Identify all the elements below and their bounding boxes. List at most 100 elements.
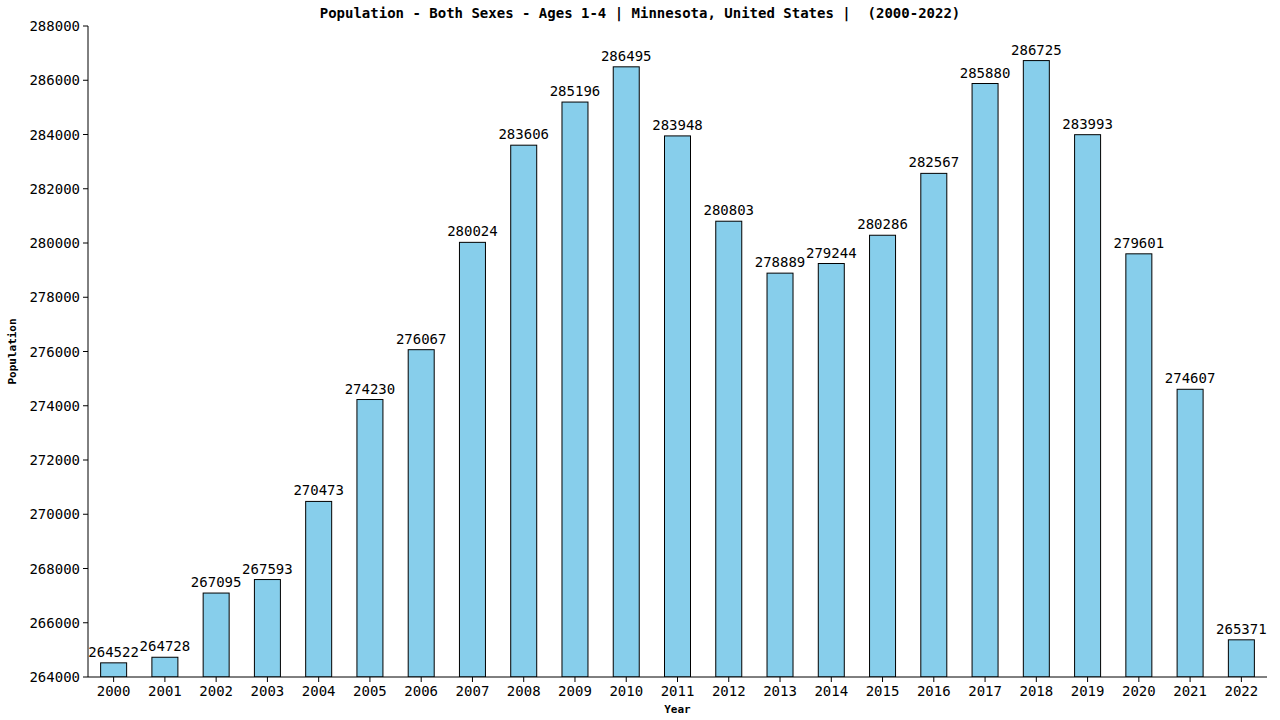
bar xyxy=(1023,61,1049,677)
x-tick xyxy=(933,677,934,682)
bar xyxy=(152,657,178,677)
data-label: 282567 xyxy=(909,154,960,170)
data-label: 285196 xyxy=(550,83,601,99)
x-tick-label: 2004 xyxy=(302,683,336,699)
y-tick-label: 274000 xyxy=(29,398,80,414)
title: Population - Both Sexes - Ages 1-4 | Min… xyxy=(320,5,961,22)
data-label: 270473 xyxy=(293,482,344,498)
data-label: 267095 xyxy=(191,574,242,590)
x-tick-label: 2015 xyxy=(866,683,900,699)
y-tick xyxy=(83,80,88,81)
x-tick xyxy=(574,677,575,682)
x-tick-label: 2011 xyxy=(661,683,695,699)
x-tick-label: 2000 xyxy=(97,683,131,699)
y-tick-label: 268000 xyxy=(29,561,80,577)
chart: Population - Both Sexes - Ages 1-4 | Min… xyxy=(0,0,1280,720)
x-tick xyxy=(985,677,986,682)
data-label: 283948 xyxy=(652,117,703,133)
x-tick-label: 2017 xyxy=(968,683,1002,699)
y-tick-label: 282000 xyxy=(29,181,80,197)
x-tick xyxy=(318,677,319,682)
x-tick xyxy=(677,677,678,682)
bar xyxy=(459,242,485,677)
y-tick xyxy=(83,351,88,352)
bar xyxy=(767,273,793,677)
chart-root: Population - Both Sexes - Ages 1-4 | Min… xyxy=(0,0,1280,720)
data-label: 280286 xyxy=(857,216,908,232)
x-tick xyxy=(728,677,729,682)
y-tick-label: 280000 xyxy=(29,235,80,251)
data-label: 283993 xyxy=(1062,116,1113,132)
bar xyxy=(511,145,537,677)
x-tick xyxy=(1087,677,1088,682)
y-tick xyxy=(83,460,88,461)
y-tick-label: 272000 xyxy=(29,452,80,468)
bar xyxy=(1075,135,1101,677)
bar xyxy=(408,350,434,677)
x-tick-label: 2001 xyxy=(148,683,182,699)
bar xyxy=(972,84,998,677)
x-tick-label: 2002 xyxy=(199,683,233,699)
y-tick xyxy=(83,405,88,406)
y-tick-label: 276000 xyxy=(29,344,80,360)
x-tick-label: 2005 xyxy=(353,683,387,699)
data-label: 278889 xyxy=(755,254,806,270)
data-label: 274607 xyxy=(1165,370,1216,386)
bar xyxy=(1126,254,1152,677)
y-tick xyxy=(83,26,88,27)
bar xyxy=(101,663,127,677)
data-label: 265371 xyxy=(1216,621,1267,637)
bar xyxy=(1177,389,1203,677)
x-tick-label: 2009 xyxy=(558,683,592,699)
y-tick-label: 270000 xyxy=(29,506,80,522)
x-tick xyxy=(1138,677,1139,682)
x-tick xyxy=(1036,677,1037,682)
x-tick-label: 2020 xyxy=(1122,683,1156,699)
y-tick-label: 264000 xyxy=(29,669,80,685)
bar xyxy=(357,400,383,677)
y-tick xyxy=(83,297,88,298)
y-tick xyxy=(83,188,88,189)
bar xyxy=(665,136,691,677)
data-label: 283606 xyxy=(498,126,549,142)
bar xyxy=(613,67,639,677)
x-tick xyxy=(1241,677,1242,682)
data-label: 279244 xyxy=(806,245,857,261)
y-tick xyxy=(83,134,88,135)
y-tick-label: 286000 xyxy=(29,72,80,88)
y-tick-label: 284000 xyxy=(29,127,80,143)
x-tick-label: 2007 xyxy=(456,683,490,699)
y-tick-label: 266000 xyxy=(29,615,80,631)
x-tick-label: 2018 xyxy=(1019,683,1053,699)
x-tick xyxy=(523,677,524,682)
x-tick-label: 2014 xyxy=(814,683,848,699)
x-tick xyxy=(113,677,114,682)
bar xyxy=(716,221,742,677)
data-label: 274230 xyxy=(345,381,396,397)
data-label: 286495 xyxy=(601,48,652,64)
x-tick-label: 2022 xyxy=(1225,683,1259,699)
y-tick xyxy=(83,568,88,569)
x-tick-label: 2013 xyxy=(763,683,797,699)
data-label: 267593 xyxy=(242,561,293,577)
x-tick xyxy=(472,677,473,682)
data-label: 286725 xyxy=(1011,42,1062,58)
x-tick-label: 2006 xyxy=(404,683,438,699)
y-tick xyxy=(83,622,88,623)
x-tick xyxy=(882,677,883,682)
x-tick xyxy=(1190,677,1191,682)
x-tick-label: 2003 xyxy=(251,683,285,699)
data-label: 280024 xyxy=(447,223,498,239)
x-tick xyxy=(369,677,370,682)
bar xyxy=(818,264,844,677)
data-label: 279601 xyxy=(1114,235,1165,251)
x-tick-label: 2008 xyxy=(507,683,541,699)
y-tick-label: 288000 xyxy=(29,18,80,34)
x-tick-label: 2010 xyxy=(609,683,643,699)
bars xyxy=(101,61,1255,677)
data-label: 264728 xyxy=(140,638,191,654)
bar xyxy=(254,580,280,677)
bar xyxy=(921,173,947,677)
y-axis-label: Population xyxy=(6,318,19,384)
bar xyxy=(203,593,229,677)
